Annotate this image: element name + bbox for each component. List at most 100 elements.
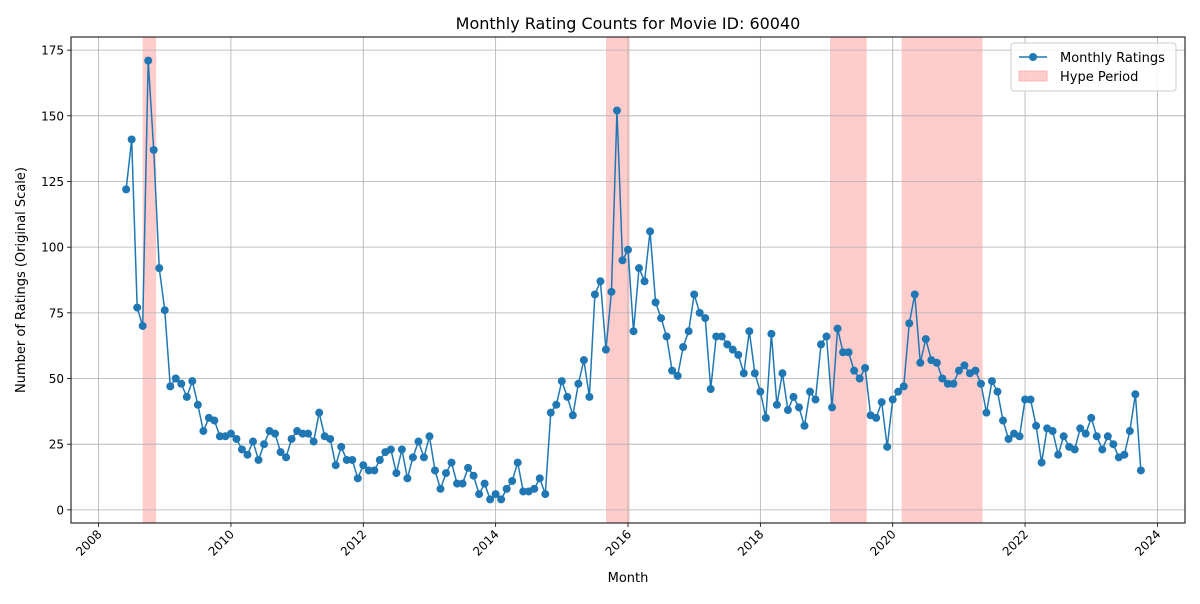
data-point	[993, 387, 1002, 396]
data-point	[342, 455, 351, 464]
y-tick-label: 50	[49, 372, 64, 386]
y-tick-label: 150	[41, 109, 64, 123]
data-point	[585, 392, 594, 401]
data-point	[403, 474, 412, 483]
data-point	[497, 495, 506, 504]
data-point	[480, 479, 489, 488]
data-point	[822, 332, 831, 341]
data-point	[750, 369, 759, 378]
data-point	[530, 484, 539, 493]
data-point	[717, 332, 726, 341]
data-point	[144, 56, 153, 65]
data-point	[579, 356, 588, 365]
x-tick-label: 2022	[1000, 527, 1031, 558]
x-tick-label: 2020	[867, 527, 898, 558]
data-point	[546, 408, 555, 417]
data-point	[640, 277, 649, 286]
x-tick-label: 2008	[73, 527, 104, 558]
data-point	[905, 319, 914, 328]
data-point	[651, 298, 660, 307]
data-point	[662, 332, 671, 341]
hype-span-4	[901, 37, 983, 523]
data-point	[668, 366, 677, 375]
data-point	[629, 327, 638, 336]
data-point	[1125, 427, 1134, 436]
data-point	[1092, 432, 1101, 441]
y-tick-label: 25	[49, 438, 64, 452]
data-point	[932, 358, 941, 367]
data-point	[430, 466, 439, 475]
data-point	[541, 490, 550, 499]
data-point	[756, 387, 765, 396]
data-point	[282, 453, 291, 462]
data-point	[805, 387, 814, 396]
data-point	[436, 484, 445, 493]
y-tick-label: 75	[49, 306, 64, 320]
data-point	[513, 458, 522, 467]
data-point	[921, 335, 930, 344]
data-point	[1098, 445, 1107, 454]
x-tick-label: 2014	[470, 527, 501, 558]
data-point	[364, 466, 373, 475]
data-point	[1120, 450, 1129, 459]
x-axis-label: Month	[608, 571, 649, 586]
hype-span-2	[605, 37, 630, 523]
series-monthly-ratings	[122, 56, 1145, 504]
data-point	[982, 408, 991, 417]
data-point	[1021, 395, 1030, 404]
hype-spans	[142, 37, 983, 523]
data-point	[414, 437, 423, 446]
data-point	[1081, 429, 1090, 438]
data-point	[916, 358, 925, 367]
data-point	[348, 455, 357, 464]
data-point	[331, 461, 340, 470]
data-point	[1037, 458, 1046, 467]
data-point	[684, 327, 693, 336]
data-point	[960, 361, 969, 370]
data-point	[1103, 432, 1112, 441]
data-point	[706, 385, 715, 394]
legend: Monthly Ratings Hype Period	[1010, 42, 1177, 92]
data-point	[1032, 421, 1041, 430]
x-tick-label: 2010	[206, 527, 237, 558]
data-point	[1004, 434, 1013, 443]
legend-label-monthly-ratings: Monthly Ratings	[1060, 51, 1165, 66]
data-point	[646, 227, 655, 236]
data-point	[828, 403, 837, 412]
data-point	[271, 429, 280, 438]
legend-label-hype-period: Hype Period	[1060, 70, 1138, 85]
data-point	[375, 455, 384, 464]
data-point	[215, 432, 224, 441]
data-point	[1059, 432, 1068, 441]
data-point	[177, 379, 186, 388]
legend-hype-swatch	[1018, 70, 1048, 82]
data-point	[315, 408, 324, 417]
data-point	[298, 429, 307, 438]
x-tick-label: 2018	[735, 527, 766, 558]
data-point	[612, 106, 621, 115]
data-point	[392, 469, 401, 478]
data-point	[326, 434, 335, 443]
data-point	[149, 145, 158, 154]
data-point	[800, 421, 809, 430]
data-point	[193, 400, 202, 409]
data-point	[160, 306, 169, 315]
data-point	[359, 461, 368, 470]
hype-span-3	[829, 37, 867, 523]
data-point	[723, 340, 732, 349]
y-tick-label: 175	[41, 44, 64, 58]
data-point	[635, 264, 644, 273]
data-point	[943, 379, 952, 388]
data-point	[138, 321, 147, 330]
data-point	[287, 434, 296, 443]
data-point	[673, 371, 682, 380]
data-point	[502, 484, 511, 493]
data-point	[739, 369, 748, 378]
data-point	[618, 256, 627, 265]
data-point	[590, 290, 599, 299]
data-point	[1109, 440, 1118, 449]
data-point	[425, 432, 434, 441]
data-point	[745, 327, 754, 336]
data-point	[1087, 413, 1096, 422]
data-point	[155, 264, 164, 273]
